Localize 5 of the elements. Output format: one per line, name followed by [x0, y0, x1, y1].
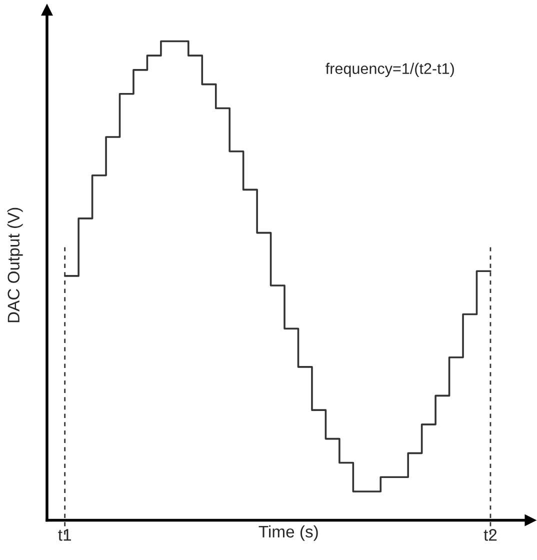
x-tick-label: t1: [58, 529, 71, 541]
y-axis-title: DAC Output (V): [7, 208, 23, 322]
x-tick-label: t2: [484, 529, 497, 541]
x-axis-title: Time (s): [258, 525, 318, 541]
annotation: frequency=1/(t2-t1): [326, 62, 454, 78]
